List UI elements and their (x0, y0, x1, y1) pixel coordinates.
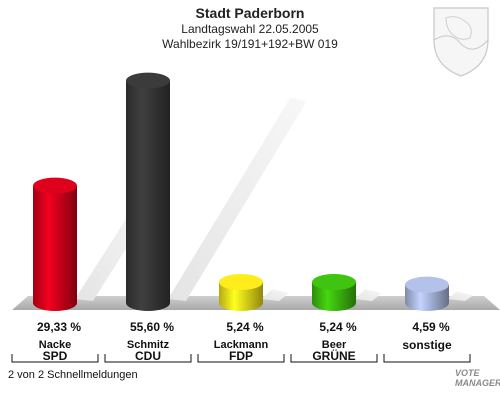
bar-grüne (312, 274, 382, 311)
category-bracket (197, 354, 285, 363)
value-label: 55,60 % (130, 320, 174, 334)
category-bracket (383, 354, 471, 363)
election-name: Landtagswahl 22.05.2005 (181, 22, 319, 36)
chart-title: Stadt Paderborn (195, 5, 305, 21)
category-bracket (104, 354, 192, 363)
candidate-label: Beer (322, 339, 347, 351)
value-label: 5,24 % (226, 320, 264, 334)
vote-manager-logo: VOTE MANAGER (455, 368, 500, 388)
category-bracket (290, 354, 378, 363)
logo-line-1: VOTE (455, 368, 480, 378)
bar-shadow (168, 97, 307, 301)
value-label: 5,24 % (319, 320, 357, 334)
coat-of-arms-icon (433, 7, 489, 77)
bar-body (219, 282, 263, 311)
bar-top (405, 276, 449, 293)
bar-body (312, 282, 356, 311)
logo-line-2: MANAGER (455, 378, 500, 388)
bar-top (312, 274, 356, 291)
category-label: GRÜNE (312, 348, 355, 363)
bar-body (126, 80, 170, 311)
category-label: SPD (43, 349, 68, 363)
bar-sonstige (405, 276, 474, 311)
bar-top (219, 274, 263, 291)
footer-note: 2 von 2 Schnellmeldungen (8, 369, 138, 381)
bar-shadow (354, 289, 382, 301)
bar-top (126, 72, 170, 89)
chart-header: Stadt Paderborn Landtagswahl 22.05.2005 … (0, 4, 500, 52)
district-name: Wahlbezirk 19/191+192+BW 019 (162, 37, 338, 51)
bar-body (33, 185, 77, 311)
bar-shadow (261, 289, 289, 301)
bar-shadow (447, 291, 474, 301)
category-label: CDU (135, 349, 161, 363)
value-label: 4,59 % (412, 320, 450, 334)
bar-top (33, 177, 77, 194)
bar-cdu (126, 72, 307, 311)
bar-fdp (219, 274, 289, 311)
candidate-label: Lackmann (214, 339, 269, 351)
candidate-label: Nacke (39, 339, 71, 351)
candidate-label: Schmitz (127, 339, 170, 351)
category-label: sonstige (402, 338, 452, 352)
value-label: 29,33 % (37, 320, 81, 334)
category-label: FDP (229, 349, 253, 363)
category-bracket (11, 354, 99, 363)
